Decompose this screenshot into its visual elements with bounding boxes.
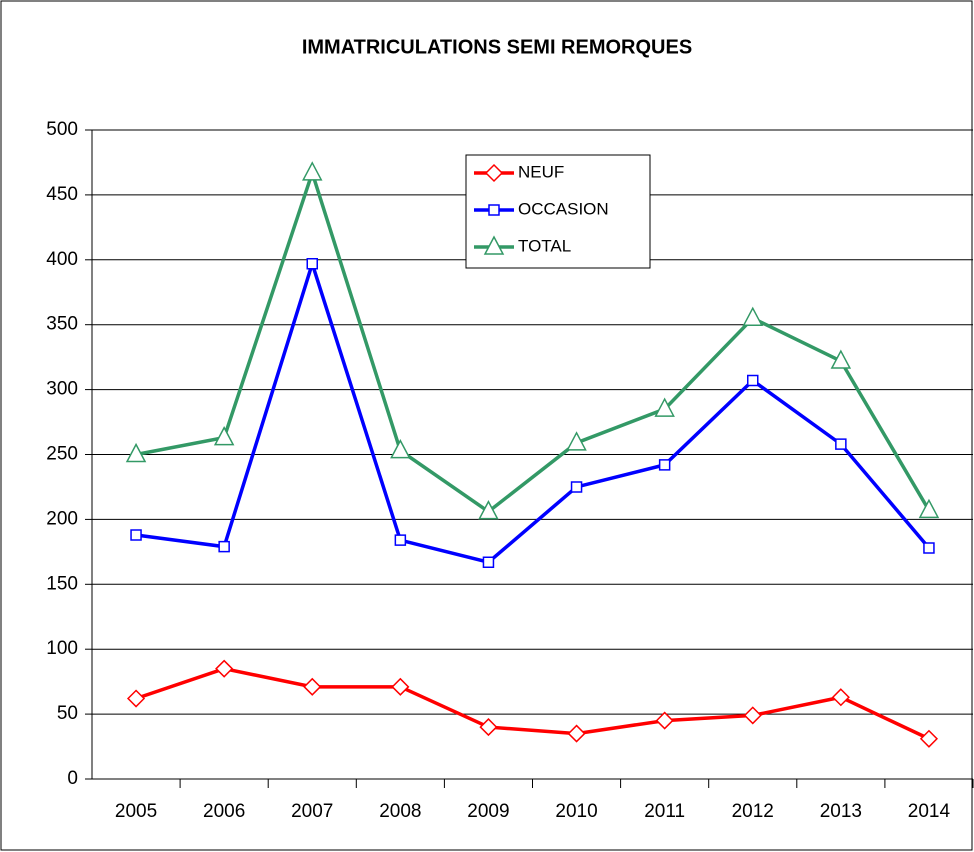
data-point xyxy=(747,374,759,387)
legend-label: NEUF xyxy=(518,162,564,181)
series-line xyxy=(135,167,931,514)
legend-marker xyxy=(483,235,505,255)
data-point xyxy=(213,426,235,446)
data-point xyxy=(394,534,407,546)
data-point xyxy=(654,397,675,417)
data-point xyxy=(306,257,318,270)
legend-label: OCCASION xyxy=(518,199,609,218)
data-point xyxy=(125,442,147,463)
x-tick-label: 2014 xyxy=(908,801,951,822)
y-tick-label: 200 xyxy=(46,508,78,529)
data-point xyxy=(478,500,499,520)
x-tick-label: 2009 xyxy=(467,801,509,822)
data-point xyxy=(126,689,146,708)
data-point xyxy=(215,659,234,678)
data-point xyxy=(303,677,322,696)
data-point xyxy=(570,481,583,493)
x-tick-label: 2006 xyxy=(203,801,245,822)
series-line xyxy=(135,666,930,741)
legend-marker xyxy=(488,204,500,216)
x-tick-label: 2012 xyxy=(732,801,774,822)
x-tick-label: 2010 xyxy=(555,801,597,822)
data-point xyxy=(482,556,495,568)
legend-marker xyxy=(484,163,504,183)
y-tick-label: 450 xyxy=(46,184,78,205)
x-tick-label: 2008 xyxy=(379,801,421,822)
data-point xyxy=(918,498,940,519)
data-point xyxy=(743,706,762,725)
x-tick-label: 2013 xyxy=(820,801,862,822)
y-tick-label: 250 xyxy=(46,444,78,465)
data-point xyxy=(658,459,671,471)
data-point xyxy=(923,542,935,554)
chart-title: IMMATRICULATIONS SEMI REMORQUES xyxy=(302,36,692,58)
y-tick-label: 100 xyxy=(46,638,78,659)
y-tick-label: 300 xyxy=(46,379,78,400)
x-tick-label: 2011 xyxy=(644,801,685,822)
series-line xyxy=(135,257,931,565)
data-point xyxy=(655,711,674,730)
y-tick-label: 350 xyxy=(46,314,78,335)
y-tick-label: 400 xyxy=(46,249,78,270)
data-point xyxy=(742,306,763,326)
x-tick-label: 2005 xyxy=(115,801,157,822)
data-point xyxy=(919,729,939,748)
data-point xyxy=(302,161,323,181)
data-point xyxy=(218,540,230,553)
y-tick-label: 500 xyxy=(46,119,78,140)
data-point xyxy=(130,529,142,541)
data-point xyxy=(831,688,850,707)
y-tick-label: 0 xyxy=(67,768,78,789)
data-point xyxy=(835,438,847,450)
data-point xyxy=(391,677,410,696)
data-point xyxy=(479,718,498,737)
y-tick-label: 50 xyxy=(57,703,78,724)
x-tick-label: 2007 xyxy=(291,801,333,822)
legend-label: TOTAL xyxy=(518,236,571,255)
data-point xyxy=(566,431,587,451)
y-tick-label: 150 xyxy=(46,573,78,594)
data-point xyxy=(390,439,411,459)
data-point xyxy=(567,724,586,743)
data-point xyxy=(830,349,852,369)
